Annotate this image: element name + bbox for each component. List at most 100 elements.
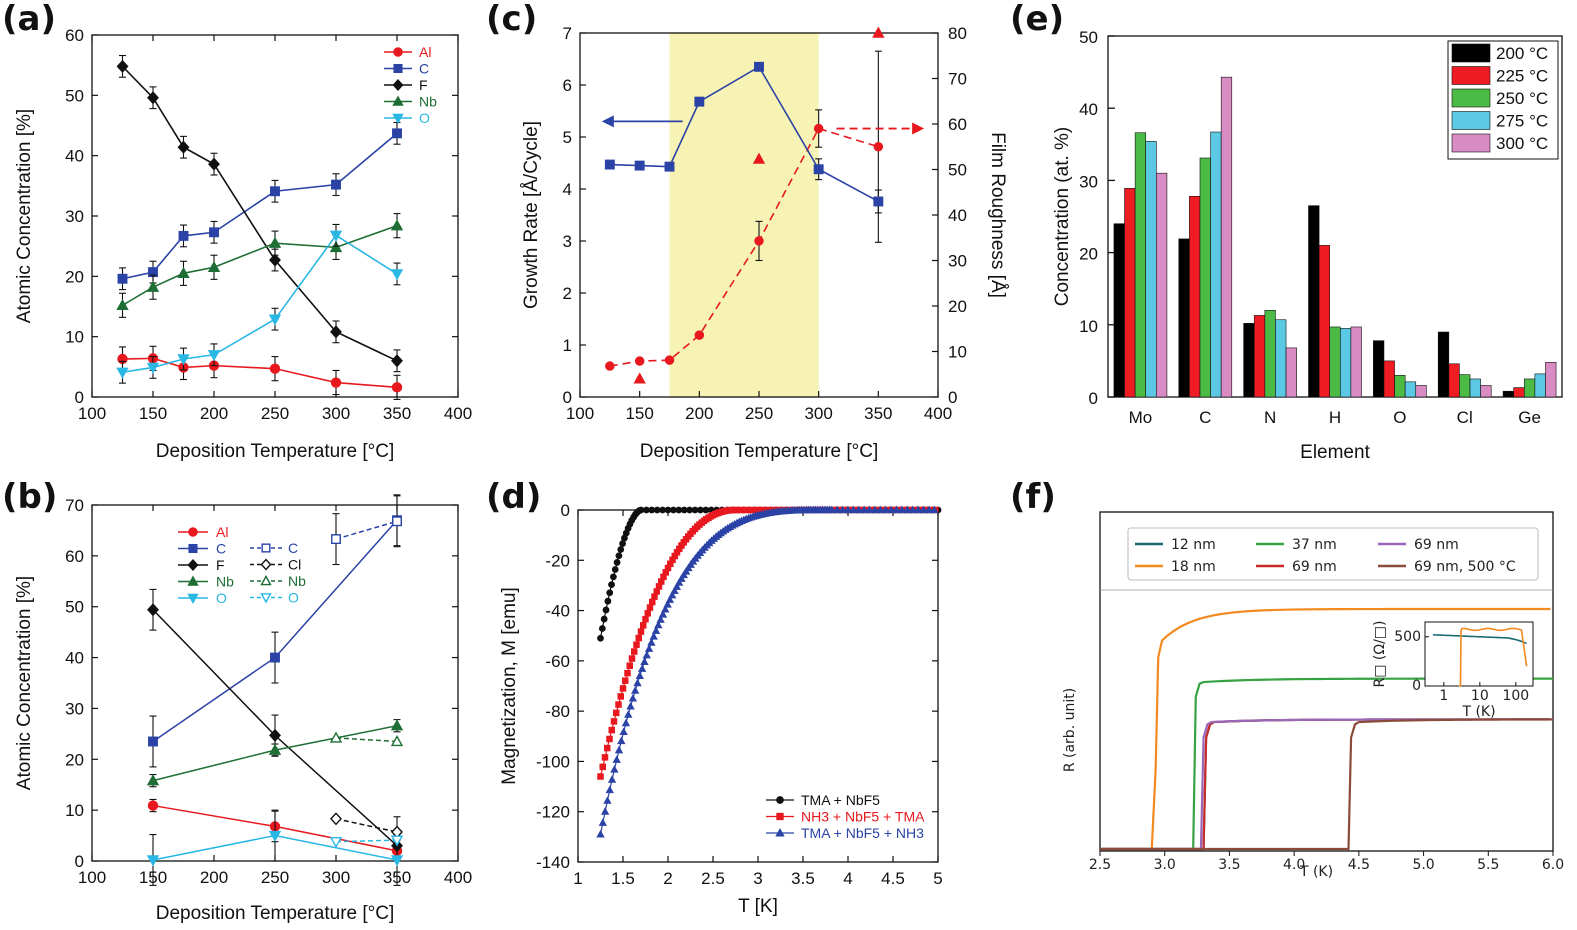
left-axis-arrowhead <box>601 115 614 128</box>
x-tick-label: 250 <box>261 868 289 887</box>
panel-b: (b)100 150 200 250 300 350 400010203040506070D… <box>2 477 472 924</box>
legend-marker <box>187 593 199 604</box>
data-point <box>691 506 699 514</box>
bar <box>1156 172 1168 398</box>
data-point <box>631 648 638 655</box>
inset-y-tick-label: 500 <box>1394 629 1421 645</box>
bar <box>1394 375 1406 398</box>
bar <box>1178 238 1190 398</box>
legend-label: C <box>288 540 298 556</box>
y-axis-label: Atomic Concentration [%] <box>14 109 35 323</box>
series-C <box>117 121 402 291</box>
y-tick-label: 40 <box>65 147 84 166</box>
legend-marker <box>776 796 784 804</box>
x-tick-label: 2.5 <box>1089 857 1111 873</box>
y-tick-label: 20 <box>65 267 84 286</box>
bar <box>1308 205 1320 398</box>
legend-marker <box>187 559 199 571</box>
legend-label: 12 nm <box>1171 537 1216 553</box>
series-line <box>599 509 935 835</box>
data-point <box>637 628 645 635</box>
data-point <box>268 830 282 843</box>
data-point <box>621 718 631 727</box>
data-point <box>628 655 636 662</box>
y-tick-label: 20 <box>65 750 84 769</box>
series-Cl-dashed <box>330 812 403 848</box>
inset-x-tick-label: 100 <box>1502 688 1529 704</box>
data-point <box>269 728 281 742</box>
data-point <box>680 506 688 514</box>
series-line <box>335 737 398 743</box>
data-point <box>635 634 643 642</box>
bar <box>1534 373 1546 398</box>
bar <box>1350 326 1362 398</box>
panel-label-f: (f) <box>1010 477 1056 517</box>
y-tick-label: 4 <box>563 180 572 199</box>
data-point <box>390 855 404 867</box>
legend-marker <box>260 558 272 571</box>
y-tick-label: 30 <box>65 699 84 718</box>
bar-group-C <box>1178 76 1233 398</box>
y-axis-label: Atomic Concentration [%] <box>14 576 35 790</box>
data-point <box>614 745 624 754</box>
data-point <box>624 669 631 677</box>
y-tick-label: 50 <box>1079 28 1098 47</box>
series-12 nm <box>1100 718 1551 851</box>
data-point <box>659 506 666 514</box>
legend-label: 300 °C <box>1496 134 1548 153</box>
y-axis-right-label: Film Roughness [Å] <box>987 132 1008 298</box>
y-tick-label: -80 <box>545 702 570 721</box>
y-axis-label: R (arb. unit) <box>1062 688 1078 772</box>
bar <box>1480 385 1492 398</box>
series-18 nm <box>1100 607 1551 851</box>
legend-marker <box>392 113 404 124</box>
data-point <box>329 240 343 253</box>
series-Al <box>117 345 403 400</box>
x-tick-label: 300 <box>322 868 350 887</box>
data-point <box>269 253 281 267</box>
bar <box>1113 223 1125 398</box>
data-point <box>178 230 189 241</box>
data-point <box>631 686 640 694</box>
data-point <box>654 620 663 629</box>
series-line <box>122 234 398 374</box>
series-line <box>121 65 398 362</box>
data-point <box>664 506 672 514</box>
data-point <box>606 735 613 743</box>
bar <box>1210 131 1222 398</box>
data-point <box>640 657 649 665</box>
bar <box>1199 157 1211 398</box>
legend-marker <box>187 575 199 586</box>
data-point <box>903 505 912 514</box>
panel-label-e: (e) <box>1010 0 1064 39</box>
x-tick-label: Cl <box>1457 408 1473 427</box>
bar-group-O <box>1373 340 1427 398</box>
y-tick-label: 30 <box>1079 172 1098 191</box>
data-point <box>854 505 863 514</box>
data-point <box>870 505 880 514</box>
legend-label: Al <box>216 524 228 540</box>
legend-label: F <box>419 77 428 93</box>
data-point <box>604 159 615 170</box>
legend-label: O <box>216 590 227 606</box>
legend-label: Al <box>419 44 431 60</box>
series-line <box>122 357 398 389</box>
data-point <box>752 152 766 164</box>
data-point <box>622 677 629 684</box>
data-point <box>675 506 683 514</box>
data-point <box>600 807 610 815</box>
data-point <box>670 586 679 595</box>
series-line <box>1100 607 1551 851</box>
x-tick-label: 250 <box>261 404 289 423</box>
x-tick-label: 400 <box>444 404 472 423</box>
x-tick-label: 4.5 <box>1348 857 1370 873</box>
data-point <box>626 702 635 710</box>
data-point <box>207 350 221 362</box>
data-point <box>649 632 658 640</box>
data-point <box>208 157 220 171</box>
bar <box>1340 328 1352 398</box>
series-F <box>116 54 403 373</box>
x-tick-label: 400 <box>444 868 472 887</box>
legend-swatch <box>1451 111 1491 130</box>
data-point <box>651 626 661 634</box>
